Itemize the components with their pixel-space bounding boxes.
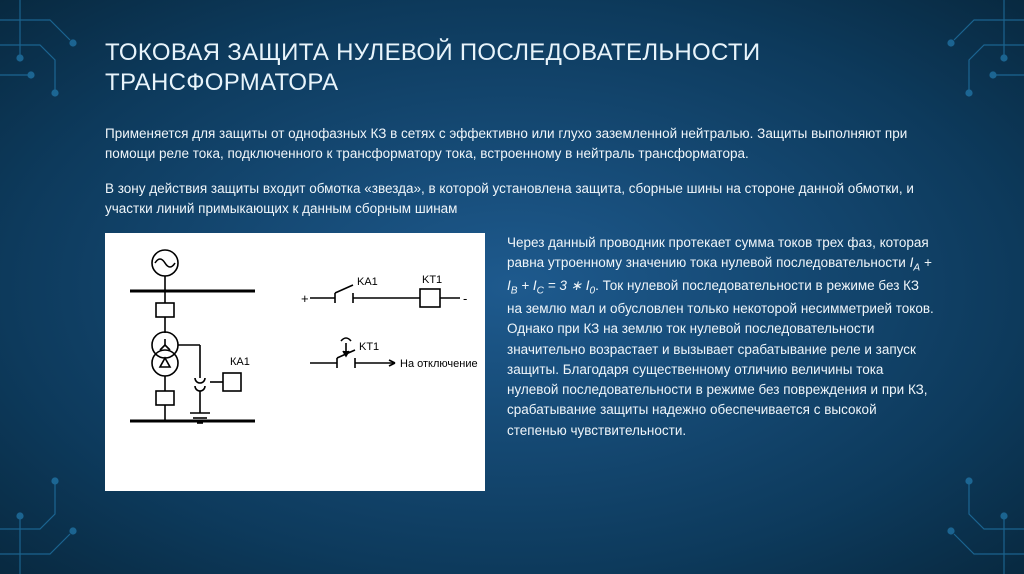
paragraph-2: В зону действия защиты входит обмотка «з…: [105, 179, 934, 220]
label-minus: -: [463, 291, 467, 306]
circuit-diagram: КА1 +: [105, 233, 485, 491]
slide-content: ТОКОВАЯ ЗАЩИТА НУЛЕВОЙ ПОСЛЕДОВАТЕЛЬНОСТ…: [0, 0, 1024, 521]
body-paragraph: Через данный проводник протекает сумма т…: [507, 233, 934, 441]
label-plus: +: [301, 291, 309, 306]
label-ka1-right: KA1: [357, 276, 378, 288]
label-ka1-left: КА1: [230, 356, 250, 368]
slide-title: ТОКОВАЯ ЗАЩИТА НУЛЕВОЙ ПОСЛЕДОВАТЕЛЬНОСТ…: [105, 38, 934, 98]
label-kt1: KT1: [422, 274, 442, 286]
body-row: КА1 +: [105, 233, 934, 491]
body-post: . Ток нулевой последовательности в режим…: [507, 278, 934, 437]
paragraph-1: Применяется для защиты от однофазных КЗ …: [105, 124, 934, 165]
label-trip: На отключение: [400, 358, 478, 370]
svg-text:KT1: KT1: [359, 341, 379, 353]
body-pre: Через данный проводник протекает сумма т…: [507, 235, 929, 270]
